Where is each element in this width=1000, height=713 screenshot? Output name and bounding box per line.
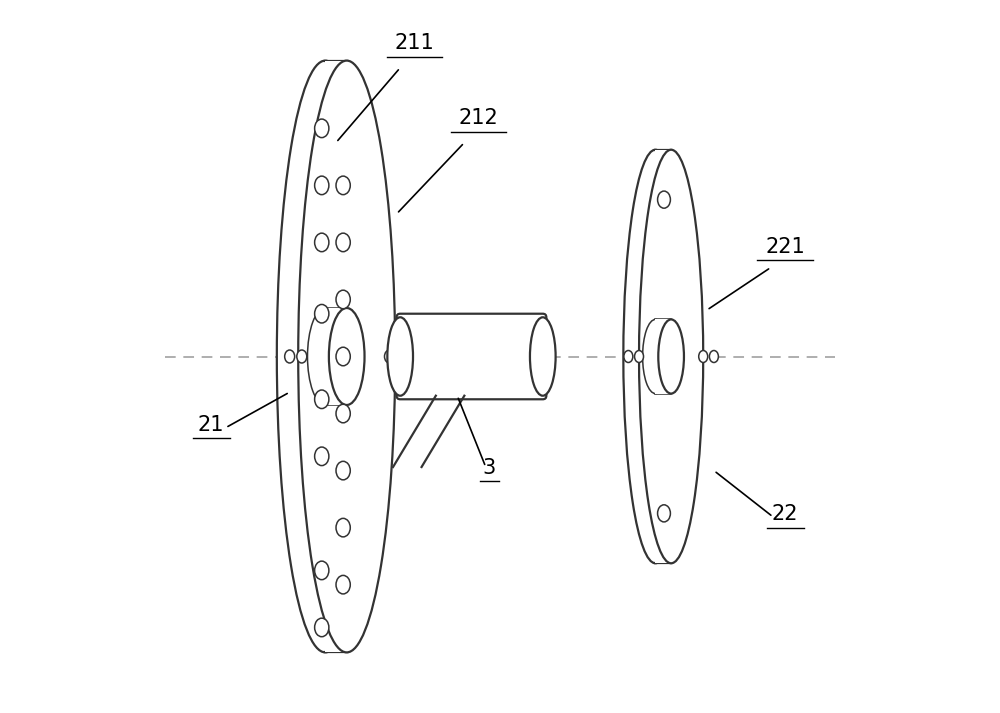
Text: 21: 21	[198, 415, 224, 435]
Ellipse shape	[336, 404, 350, 423]
Ellipse shape	[315, 119, 329, 138]
Ellipse shape	[336, 233, 350, 252]
Ellipse shape	[395, 350, 405, 363]
Ellipse shape	[336, 461, 350, 480]
Ellipse shape	[658, 319, 684, 394]
Bar	[325, 61, 347, 652]
Ellipse shape	[307, 308, 343, 405]
Ellipse shape	[658, 191, 670, 208]
Text: 211: 211	[395, 34, 434, 53]
Bar	[655, 150, 671, 563]
Ellipse shape	[336, 575, 350, 594]
Ellipse shape	[315, 447, 329, 466]
Bar	[655, 319, 671, 394]
Text: 212: 212	[459, 108, 498, 128]
Text: 22: 22	[772, 504, 798, 524]
Ellipse shape	[387, 317, 413, 396]
Ellipse shape	[315, 233, 329, 252]
Ellipse shape	[315, 304, 329, 323]
Ellipse shape	[298, 61, 395, 652]
Ellipse shape	[635, 351, 644, 362]
Ellipse shape	[709, 351, 718, 362]
Ellipse shape	[658, 505, 670, 522]
Ellipse shape	[336, 347, 350, 366]
Bar	[325, 308, 347, 405]
Ellipse shape	[297, 350, 307, 363]
Ellipse shape	[639, 150, 703, 563]
Ellipse shape	[315, 176, 329, 195]
Ellipse shape	[315, 390, 329, 409]
FancyBboxPatch shape	[397, 314, 546, 399]
Ellipse shape	[315, 618, 329, 637]
Ellipse shape	[336, 518, 350, 537]
Ellipse shape	[329, 308, 365, 405]
Ellipse shape	[336, 176, 350, 195]
Ellipse shape	[277, 61, 374, 652]
Ellipse shape	[384, 350, 394, 363]
Ellipse shape	[315, 561, 329, 580]
Ellipse shape	[336, 290, 350, 309]
Ellipse shape	[643, 319, 668, 394]
Ellipse shape	[623, 150, 688, 563]
Ellipse shape	[624, 351, 633, 362]
Ellipse shape	[530, 317, 556, 396]
Text: 3: 3	[483, 458, 496, 478]
Ellipse shape	[285, 350, 295, 363]
Ellipse shape	[699, 351, 708, 362]
Text: 221: 221	[765, 237, 805, 257]
